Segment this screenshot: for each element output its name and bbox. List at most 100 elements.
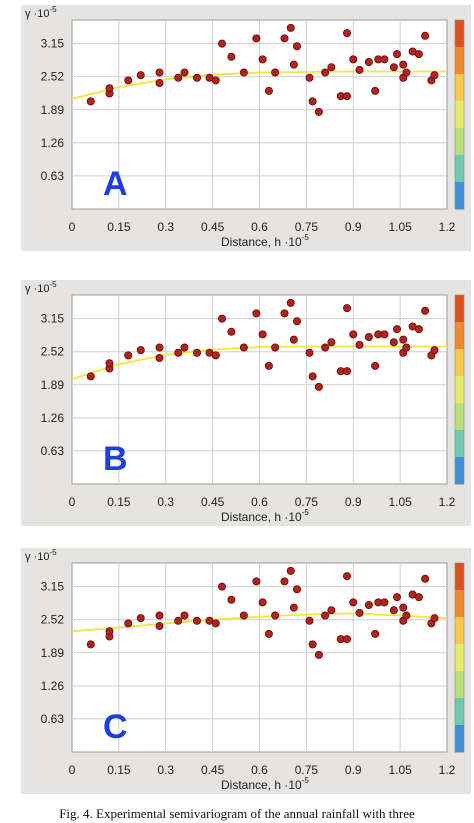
- data-point: [349, 330, 358, 339]
- x-tick-label: 1.2: [439, 763, 456, 777]
- data-point: [380, 598, 389, 607]
- data-point: [174, 348, 183, 357]
- data-point: [399, 60, 408, 69]
- data-point: [349, 598, 358, 607]
- data-point: [364, 58, 373, 67]
- data-point: [314, 650, 323, 659]
- y-axis-label-text: γ ·10: [25, 551, 49, 563]
- data-point: [399, 603, 408, 612]
- data-point: [421, 31, 430, 40]
- data-point: [174, 73, 183, 82]
- y-axis-label-text: γ ·10: [25, 283, 49, 295]
- panel-label: B: [103, 440, 128, 478]
- y-tick-label: 1.89: [41, 646, 65, 660]
- data-point: [355, 65, 364, 74]
- data-point: [414, 593, 423, 602]
- data-point: [305, 73, 314, 82]
- chart-a: 0 0.15 0.3 0.45 0.6 0.75 0.9 1.05 1.2 0.63 1.26 1.8…: [25, 5, 465, 249]
- data-point: [371, 629, 380, 638]
- data-point: [292, 585, 301, 594]
- data-point: [314, 382, 323, 391]
- x-tick-label: 1.2: [439, 220, 456, 234]
- x-tick-label: 0.45: [201, 763, 225, 777]
- data-point: [105, 627, 114, 636]
- data-point: [364, 333, 373, 342]
- y-tick-label: 0.63: [41, 712, 65, 726]
- x-tick-label: 0.6: [251, 763, 268, 777]
- colorbar-segment: [455, 101, 464, 129]
- chart-c: 0 0.15 0.3 0.45 0.6 0.75 0.9 1.05 1.2 0.63 1.26 1.8…: [25, 548, 465, 792]
- colorbar-segment: [455, 457, 464, 485]
- colorbar-segment: [455, 128, 464, 156]
- data-point: [136, 71, 145, 80]
- colorbar-segment: [455, 671, 464, 699]
- semivariogram-panel-c: 0 0.15 0.3 0.45 0.6 0.75 0.9 1.05 1.2 0.63 1.26 1.8…: [21, 548, 471, 794]
- data-point: [180, 343, 189, 352]
- data-point: [286, 566, 295, 575]
- data-point: [211, 76, 220, 85]
- chart-b: 0 0.15 0.3 0.45 0.6 0.75 0.9 1.05 1.2 0.63 1.26 1.8…: [25, 280, 465, 524]
- colorbar-segment: [455, 349, 464, 377]
- data-point: [380, 330, 389, 339]
- data-point: [86, 97, 95, 106]
- data-point: [252, 34, 261, 43]
- figure-caption: Fig. 4. Experimental semivariogram of th…: [59, 806, 415, 821]
- x-tick-label: 0.3: [157, 763, 174, 777]
- x-tick-label: 1.2: [439, 495, 456, 509]
- x-axis-label: Distance, h ·10-5: [221, 776, 309, 792]
- x-tick-label: 0.75: [295, 220, 319, 234]
- data-point: [174, 616, 183, 625]
- data-point: [327, 63, 336, 72]
- data-point: [305, 348, 314, 357]
- colorbar-segment: [455, 590, 464, 618]
- colorbar-segment: [455, 644, 464, 672]
- data-point: [305, 616, 314, 625]
- data-point: [239, 611, 248, 620]
- data-point: [271, 611, 280, 620]
- data-point: [414, 50, 423, 59]
- data-point: [355, 608, 364, 617]
- data-point: [227, 327, 236, 336]
- y-tick-label: 1.26: [41, 136, 65, 150]
- model-curve: [71, 345, 447, 380]
- y-tick-label: 2.52: [41, 345, 65, 359]
- x-tick-label: 0: [69, 763, 76, 777]
- x-tick-label: 0.9: [345, 495, 362, 509]
- data-point: [380, 55, 389, 64]
- y-tick-label: 3.15: [41, 312, 65, 326]
- data-point: [402, 68, 411, 77]
- data-point: [314, 107, 323, 116]
- x-tick-label: 0.15: [107, 220, 131, 234]
- y-axis-label: γ ·10-5: [25, 5, 57, 20]
- colorbar: [454, 562, 465, 753]
- colorbar-segment: [455, 617, 464, 645]
- y-tick-label: 2.52: [41, 613, 65, 627]
- colorbar-segment: [455, 20, 464, 48]
- x-axis-label-text: Distance, h ·10: [221, 510, 302, 524]
- data-point: [289, 335, 298, 344]
- data-point: [349, 55, 358, 64]
- data-point: [414, 325, 423, 334]
- data-point: [430, 346, 439, 355]
- data-point: [402, 343, 411, 352]
- data-point: [258, 330, 267, 339]
- data-point: [342, 304, 351, 313]
- data-point: [342, 367, 351, 376]
- data-point: [292, 317, 301, 326]
- data-point: [421, 306, 430, 315]
- data-point: [286, 23, 295, 32]
- x-axis-label: Distance, h ·10-5: [221, 508, 309, 524]
- model-curve: [71, 612, 448, 633]
- y-tick-label: 3.15: [41, 37, 65, 51]
- y-axis-label-exponent: -5: [49, 280, 57, 289]
- data-point: [192, 73, 201, 82]
- data-point: [402, 611, 411, 620]
- data-point: [258, 55, 267, 64]
- data-point: [355, 340, 364, 349]
- data-point: [308, 640, 317, 649]
- y-axis-label-exponent: -5: [49, 5, 57, 14]
- x-tick-label: 0: [69, 495, 76, 509]
- colorbar-segment: [455, 295, 464, 323]
- data-point: [155, 343, 164, 352]
- data-point: [227, 595, 236, 604]
